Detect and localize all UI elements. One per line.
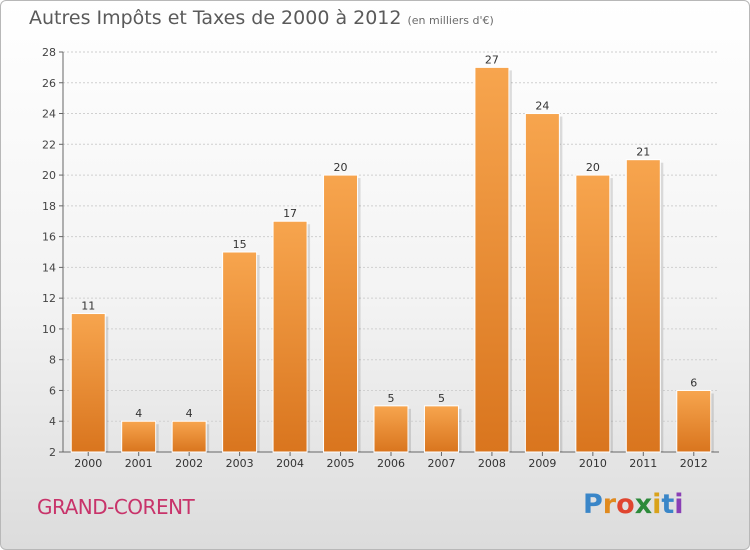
x-tick-label: 2005 xyxy=(327,457,355,470)
bar-value-label: 20 xyxy=(586,161,600,174)
x-tick-label: 2002 xyxy=(175,457,203,470)
x-tick-label: 2009 xyxy=(528,457,556,470)
logo-letter: x xyxy=(634,489,653,520)
y-tick-label: 2 xyxy=(49,446,56,459)
logo-letter: i xyxy=(652,489,662,520)
y-tick-label: 16 xyxy=(42,231,56,244)
x-tick-label: 2007 xyxy=(427,457,455,470)
x-tick-label: 2011 xyxy=(629,457,657,470)
y-tick-label: 14 xyxy=(42,261,56,274)
bar-value-label: 11 xyxy=(81,300,95,313)
y-tick-label: 20 xyxy=(42,169,56,182)
bar-value-label: 15 xyxy=(233,238,247,251)
x-tick-label: 2008 xyxy=(478,457,506,470)
bar xyxy=(524,113,560,453)
bar-value-label: 27 xyxy=(485,53,499,66)
bar xyxy=(625,159,661,453)
bar xyxy=(575,174,611,453)
logo-letter: o xyxy=(616,489,635,520)
logo-letter: r xyxy=(602,489,617,520)
x-tick-label: 2012 xyxy=(680,457,708,470)
bar-value-label: 5 xyxy=(438,392,445,405)
bar xyxy=(171,420,207,453)
x-tick-label: 2004 xyxy=(276,457,304,470)
bar-value-label: 5 xyxy=(388,392,395,405)
bar-value-label: 21 xyxy=(636,146,650,159)
y-tick-label: 18 xyxy=(42,200,56,213)
bar-value-label: 24 xyxy=(535,100,549,113)
logo-letter: i xyxy=(674,489,684,520)
logo-letter: P xyxy=(583,489,603,520)
y-tick-label: 6 xyxy=(49,384,56,397)
bar xyxy=(373,405,409,453)
bar xyxy=(272,220,308,453)
bar-value-label: 20 xyxy=(334,161,348,174)
y-tick-label: 8 xyxy=(49,354,56,367)
y-tick-label: 4 xyxy=(49,415,56,428)
y-tick-label: 28 xyxy=(42,46,56,59)
y-tick-label: 22 xyxy=(42,138,56,151)
bar xyxy=(474,66,510,453)
x-tick-label: 2000 xyxy=(74,457,102,470)
bar xyxy=(222,251,258,453)
bar xyxy=(121,420,157,453)
bar xyxy=(676,389,712,453)
bar xyxy=(70,313,106,453)
bar-value-label: 6 xyxy=(690,376,697,389)
chart-title: Autres Impôts et Taxes de 2000 à 2012 (en… xyxy=(29,7,494,29)
y-tick-label: 10 xyxy=(42,323,56,336)
logo-letter: t xyxy=(661,489,675,520)
x-tick-label: 2010 xyxy=(579,457,607,470)
bar xyxy=(423,405,459,453)
bar xyxy=(323,174,359,453)
y-tick-label: 24 xyxy=(42,108,56,121)
x-tick-label: 2001 xyxy=(125,457,153,470)
chart-subtitle: (en milliers d'€) xyxy=(407,14,494,27)
proxiti-logo: Proxiti xyxy=(583,489,684,520)
title-text: Autres Impôts et Taxes de 2000 à 2012 xyxy=(29,7,402,29)
y-tick-label: 12 xyxy=(42,292,56,305)
x-tick-label: 2006 xyxy=(377,457,405,470)
bar-value-label: 4 xyxy=(186,407,193,420)
y-tick-label: 26 xyxy=(42,77,56,90)
x-tick-label: 2003 xyxy=(226,457,254,470)
bar-value-label: 17 xyxy=(283,207,297,220)
bar-value-label: 4 xyxy=(135,407,142,420)
commune-name: GRAND-CORENT xyxy=(37,495,195,519)
